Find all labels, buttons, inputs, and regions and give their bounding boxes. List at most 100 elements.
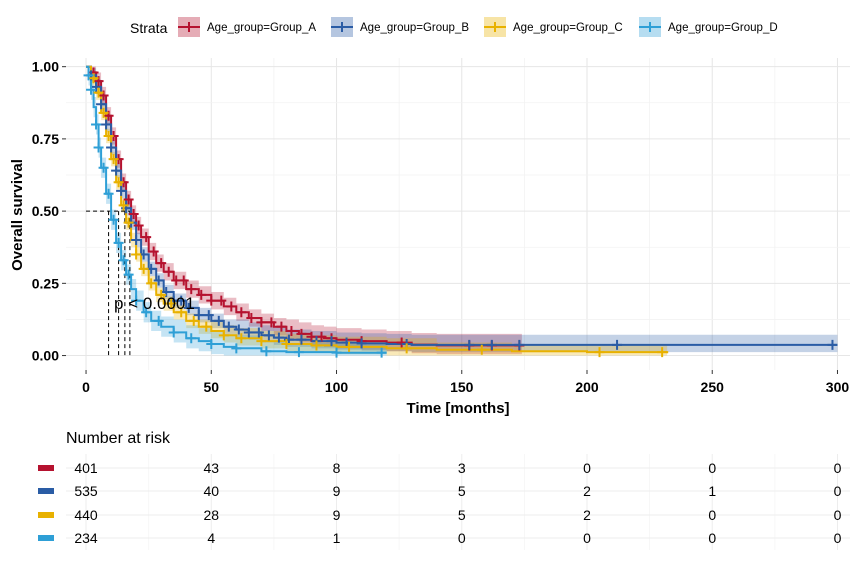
censor-mark (356, 338, 367, 349)
risk-count: 535 (74, 483, 98, 499)
x-axis-title: Time [months] (406, 400, 509, 417)
censor-mark (657, 347, 668, 358)
censor-mark (612, 339, 623, 350)
censor-mark (91, 81, 102, 92)
censor-mark (161, 287, 172, 297)
censor-mark (196, 289, 207, 300)
censor-mark (103, 188, 114, 199)
risk-count: 0 (583, 530, 591, 546)
censor-mark (236, 307, 247, 318)
confidence-bands (86, 66, 838, 356)
censor-mark (96, 99, 107, 110)
censor-mark (123, 217, 134, 228)
censor-mark (326, 336, 337, 347)
censor-mark (101, 119, 112, 130)
censor-marks (83, 67, 838, 358)
censor-mark (138, 263, 149, 274)
censor-mark (118, 200, 129, 211)
y-axis-title: Overall survival (9, 159, 26, 271)
censor-mark (83, 70, 94, 81)
risk-table-row-1: 401 43 8 3 0 0 0 (38, 460, 842, 476)
censor-mark (146, 278, 157, 289)
risk-row-color-key (38, 465, 54, 471)
risk-count: 28 (203, 507, 219, 523)
censor-mark (293, 347, 304, 358)
legend-label: Age_group=Group_B (360, 22, 469, 34)
risk-count: 234 (74, 530, 98, 546)
censor-mark (344, 341, 355, 352)
censor-mark (113, 237, 124, 248)
censor-mark (131, 235, 142, 245)
risk-count: 2 (583, 483, 591, 499)
censor-mark (233, 324, 244, 335)
censor-mark (108, 214, 119, 225)
censor-mark (188, 315, 199, 326)
risk-count: 40 (203, 483, 219, 499)
censor-mark (193, 310, 204, 321)
censor-mark (186, 284, 197, 295)
censor-mark (514, 339, 525, 350)
censor-mark (396, 337, 407, 348)
censor-mark (148, 246, 159, 257)
risk-table-row-3: 440 28 9 5 2 0 0 (38, 507, 842, 523)
censor-mark (594, 347, 605, 358)
risk-count: 0 (708, 507, 716, 523)
censor-mark (218, 330, 229, 341)
y-tick-label: 0.25 (32, 275, 59, 291)
censor-mark (108, 154, 119, 165)
x-tick-label: 50 (203, 379, 219, 395)
legend-item-1: Age_group=Group_A (178, 17, 316, 37)
censor-mark (276, 321, 287, 332)
censor-mark (178, 275, 189, 286)
censor-mark (156, 289, 167, 300)
censor-mark (206, 295, 217, 306)
censor-mark (153, 315, 164, 326)
censor-mark (476, 344, 487, 355)
censor-mark (286, 326, 297, 336)
censor-mark (186, 333, 197, 344)
censor-mark (163, 266, 174, 277)
censor-mark (103, 131, 114, 141)
y-tick-label: 0.75 (32, 131, 59, 147)
censor-mark (153, 275, 164, 286)
censor-mark (118, 255, 129, 266)
censor-mark (93, 76, 104, 87)
censor-mark (176, 307, 187, 318)
censor-mark (203, 310, 214, 321)
censor-mark (103, 110, 114, 121)
risk-count: 43 (203, 460, 219, 476)
risk-count: 9 (333, 507, 341, 523)
risk-count: 0 (583, 460, 591, 476)
legend-label: Age_group=Group_C (513, 22, 623, 34)
confidence-band-1 (86, 66, 522, 355)
censor-mark (376, 347, 387, 358)
legend-item-3: Age_group=Group_C (484, 17, 623, 37)
legend: Strata Age_group=Group_A Age_group=Group_… (130, 17, 778, 37)
risk-count: 1 (708, 483, 716, 499)
legend-title: Strata (130, 20, 168, 36)
censor-mark (113, 177, 124, 188)
risk-count: 401 (74, 460, 98, 476)
censor-mark (253, 327, 264, 338)
censor-mark (331, 347, 342, 358)
censor-mark (93, 87, 104, 98)
censor-mark (166, 298, 177, 309)
risk-count: 1 (333, 530, 341, 546)
risk-table-row-2: 535 40 9 5 2 1 0 (38, 483, 842, 499)
risk-count: 3 (458, 460, 466, 476)
censor-mark (156, 258, 167, 269)
risk-table-title: Number at risk (66, 430, 171, 447)
risk-count: 440 (74, 507, 98, 523)
censor-mark (486, 339, 497, 350)
censor-mark (168, 327, 179, 338)
risk-count: 0 (458, 530, 466, 546)
censor-mark (246, 313, 257, 323)
censor-mark (243, 327, 254, 338)
axes: 0 50 100 150 200 250 300 0.00 0.25 0.50 0.75 1.00 (32, 59, 850, 395)
censor-mark (176, 295, 187, 306)
censor-mark (223, 321, 234, 332)
censor-mark (226, 301, 237, 312)
censor-mark (111, 165, 122, 176)
